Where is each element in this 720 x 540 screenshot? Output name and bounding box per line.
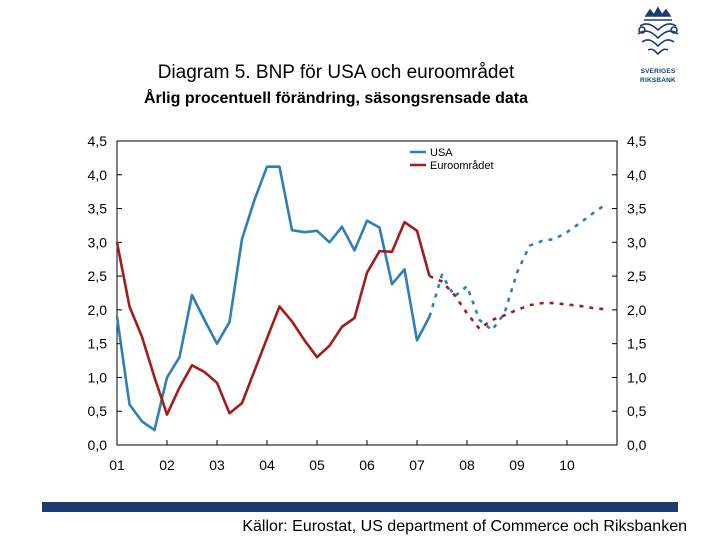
x-tick-label: 07 [409,457,425,473]
y-tick-label-right: 1,0 [627,369,647,385]
x-tick-label: 10 [559,457,575,473]
x-tick-label: 05 [309,457,325,473]
y-tick-label-right: 4,5 [627,133,647,149]
y-tick-label-right: 2,0 [627,302,647,318]
footer-bar [42,502,678,512]
euro-forecast-line [428,274,605,331]
crown-emblem-icon [637,6,679,56]
y-tick-label-left: 3,5 [88,201,108,217]
y-tick-label-left: 0,5 [88,403,108,419]
x-tick-label: 04 [259,457,275,473]
x-tick-label: 02 [159,457,175,473]
y-tick-label-left: 3,0 [88,234,108,250]
y-tick-label-left: 1,0 [88,369,108,385]
y-tick-label-right: 3,5 [627,201,647,217]
x-tick-label: 06 [359,457,375,473]
source-note: Källor: Eurostat, US department of Comme… [242,518,687,535]
y-tick-label-left: 0,0 [88,437,108,453]
y-tick-label-right: 0,0 [627,437,647,453]
chart-subtitle: Årlig procentuell förändring, säsongsren… [143,90,529,107]
x-tick-label: 09 [509,457,525,473]
logo-text-line1: SVERIGES [640,68,676,75]
y-tick-label-right: 1,5 [627,336,647,352]
legend-label: USA [430,147,453,159]
x-tick-label: 01 [109,457,125,473]
chart-title: Diagram 5. BNP för USA och euroområdet [157,62,515,83]
legend-label: Euroområdet [430,160,494,172]
euro-series-line [115,220,431,416]
usa-forecast-line [428,204,606,332]
usa-series-line [115,165,431,432]
y-tick-label-left: 1,5 [88,336,108,352]
y-tick-label-left: 2,0 [88,302,108,318]
plot-frame [116,140,618,446]
x-tick-label: 03 [209,457,225,473]
y-tick-label-right: 4,0 [627,167,647,183]
logo-text-line2: RIKSBANK [640,77,676,84]
y-tick-label-right: 3,0 [627,234,647,250]
riksbank-logo: SVERIGES RIKSBANK [622,2,694,92]
y-tick-label-left: 2,5 [88,268,108,284]
y-tick-label-left: 4,0 [88,167,108,183]
y-tick-label-left: 4,5 [88,133,108,149]
y-tick-label-right: 2,5 [627,268,647,284]
y-tick-label-right: 0,5 [627,403,647,419]
x-tick-label: 08 [459,457,475,473]
